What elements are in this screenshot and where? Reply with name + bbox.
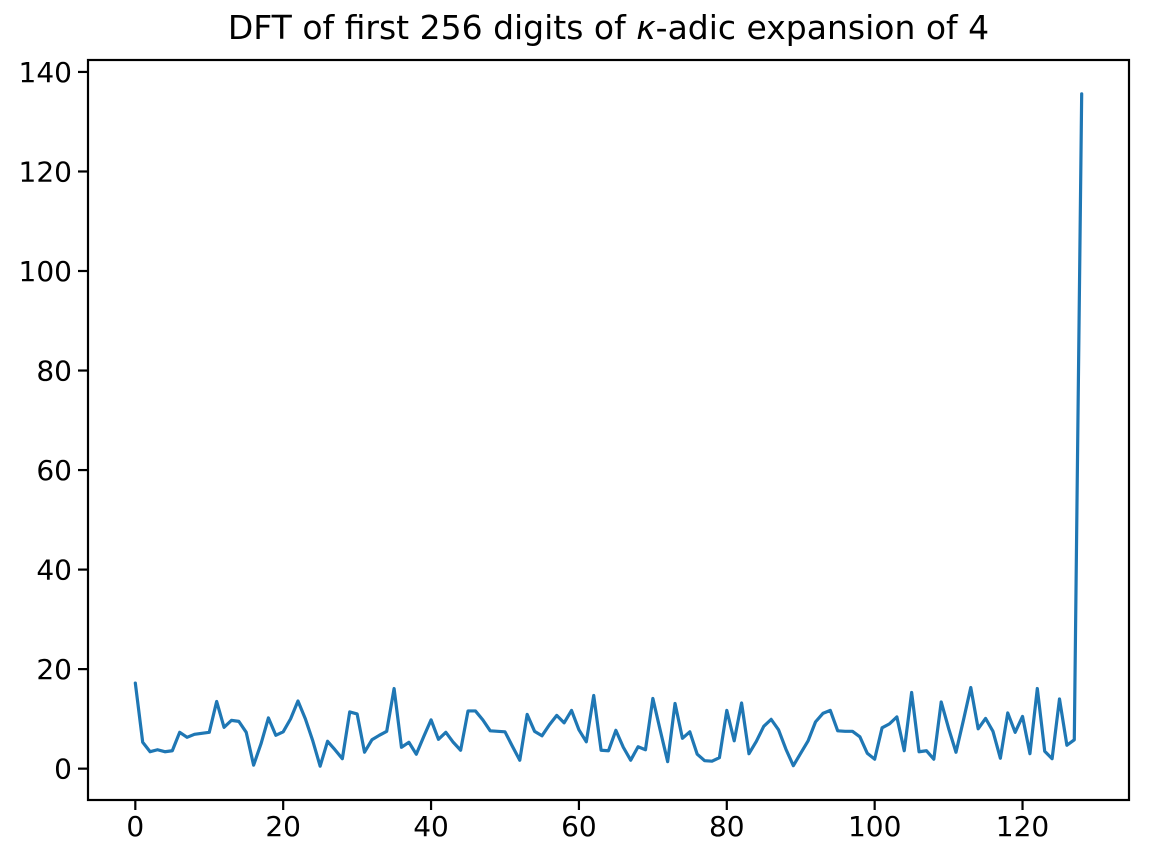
x-tick-label: 120 <box>996 810 1049 843</box>
y-tick-label: 140 <box>19 56 72 89</box>
y-tick-label: 0 <box>54 753 72 786</box>
y-tick-label: 80 <box>36 355 72 388</box>
x-tick-label: 40 <box>413 810 449 843</box>
y-tick-label: 100 <box>19 255 72 288</box>
x-tick-label: 60 <box>561 810 597 843</box>
axes-frame <box>86 58 1131 802</box>
y-tick-label: 60 <box>36 454 72 487</box>
title-kappa-symbol: κ <box>636 8 656 47</box>
title-text-prefix: DFT of first 256 digits of <box>227 8 637 47</box>
x-tick-label: 80 <box>709 810 745 843</box>
dft-line <box>133 92 1084 768</box>
y-tick-label: 20 <box>36 653 72 686</box>
x-tick-label: 100 <box>848 810 901 843</box>
x-tick-label: 0 <box>126 810 144 843</box>
y-tick-label: 40 <box>36 554 72 587</box>
title-text-suffix: -adic expansion of 4 <box>655 8 990 47</box>
x-tick-label: 20 <box>265 810 301 843</box>
y-tick-label: 120 <box>19 156 72 189</box>
chart-title: DFT of first 256 digits of κ-adic expans… <box>88 8 1129 47</box>
